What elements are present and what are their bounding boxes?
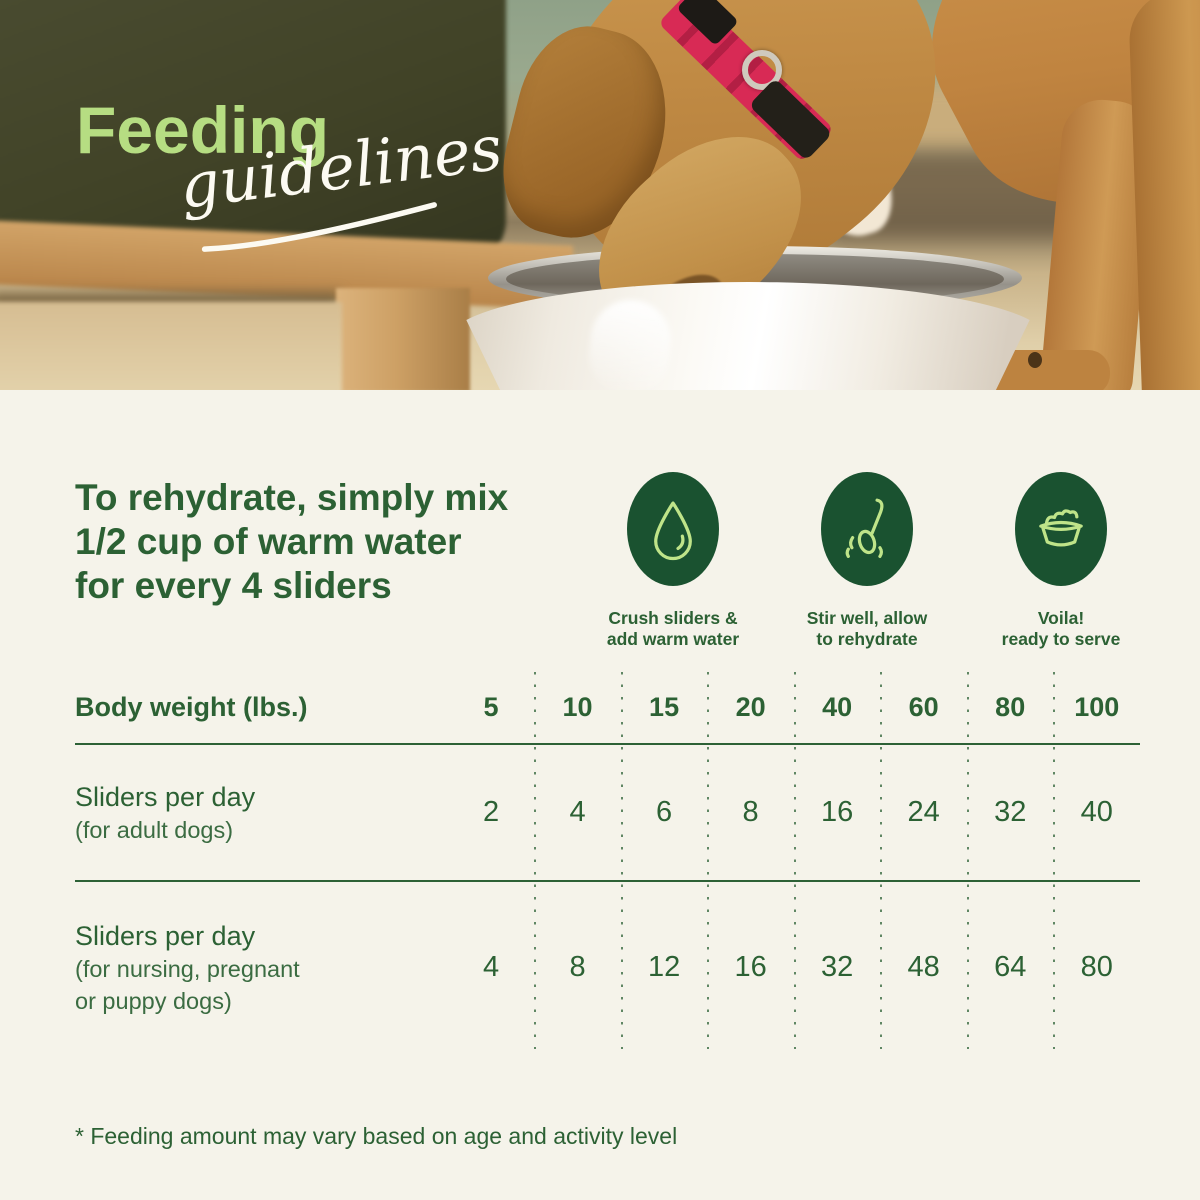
water-drop-icon bbox=[654, 501, 692, 561]
sliders-value: 48 bbox=[907, 951, 940, 983]
row-label: Sliders per day (for nursing, pregnant o… bbox=[75, 920, 300, 1014]
weight-value: 100 bbox=[1074, 692, 1120, 722]
dotted-column-divider bbox=[707, 672, 710, 1049]
guidelines-section: To rehydrate, simply mix 1/2 cup of warm… bbox=[0, 390, 1200, 1200]
weight-value: 10 bbox=[562, 692, 593, 722]
sliders-value: 12 bbox=[647, 951, 681, 983]
sliders-value: 16 bbox=[734, 951, 767, 983]
table-header-row: Body weight (lbs.) 5 10 15 20 40 60 80 1… bbox=[75, 672, 1140, 745]
step-circle bbox=[821, 472, 913, 586]
sliders-value: 40 bbox=[1080, 796, 1113, 828]
dog-back-leg bbox=[1127, 0, 1200, 390]
headline-line: for every 4 sliders bbox=[75, 565, 392, 606]
weight-value: 60 bbox=[908, 692, 939, 722]
dog-claw bbox=[1028, 352, 1042, 368]
weight-value: 5 bbox=[483, 692, 499, 722]
dotted-column-divider bbox=[880, 672, 883, 1049]
dotted-column-divider bbox=[534, 672, 537, 1049]
white-dog-bowl bbox=[448, 282, 1048, 390]
step-stir-well: Stir well, allow to rehydrate bbox=[757, 472, 977, 650]
sliders-value: 32 bbox=[821, 951, 854, 983]
sliders-value: 32 bbox=[994, 796, 1027, 828]
sliders-value: 8 bbox=[569, 951, 586, 983]
weight-value: 80 bbox=[995, 692, 1026, 722]
sliders-value: 24 bbox=[907, 796, 940, 828]
script-underline-swoosh bbox=[201, 202, 437, 252]
wood-floor bbox=[0, 302, 342, 390]
step-label: Stir well, allow to rehydrate bbox=[806, 608, 928, 649]
row-label: Sliders per day (for adult dogs) bbox=[75, 781, 256, 843]
sliders-value: 4 bbox=[482, 951, 500, 983]
sliders-value: 80 bbox=[1080, 951, 1113, 983]
dotted-column-divider bbox=[1053, 672, 1056, 1049]
step-label: Crush sliders & add warm water bbox=[606, 608, 740, 649]
rehydrate-headline: To rehydrate, simply mix 1/2 cup of warm… bbox=[75, 476, 508, 608]
headline-line: To rehydrate, simply mix bbox=[75, 477, 509, 518]
table-row-adult-dogs: Sliders per day (for adult dogs) 2 4 6 8… bbox=[75, 745, 1140, 882]
dog-eating-photo: Feeding guidelines bbox=[0, 0, 1200, 390]
wood-table-leg bbox=[336, 288, 470, 390]
sliders-value: 8 bbox=[742, 796, 759, 828]
step-circle bbox=[627, 472, 719, 586]
weight-value: 20 bbox=[735, 692, 766, 722]
collar-metal-ring bbox=[742, 50, 782, 90]
weight-value: 15 bbox=[649, 692, 680, 722]
hero-title: Feeding bbox=[76, 93, 330, 167]
dotted-column-divider bbox=[620, 672, 623, 1049]
olive-couch bbox=[0, 0, 506, 266]
dotted-column-divider bbox=[966, 672, 969, 1049]
body-weight-header: Body weight (lbs.) bbox=[75, 692, 308, 722]
headline-line: 1/2 cup of warm water bbox=[75, 521, 462, 562]
dotted-column-divider bbox=[793, 672, 796, 1049]
sliders-value: 2 bbox=[482, 796, 500, 828]
sliders-value: 16 bbox=[821, 796, 854, 828]
feeding-footnote: * Feeding amount may vary based on age a… bbox=[75, 1123, 678, 1149]
food-bowl-icon bbox=[1039, 509, 1083, 547]
table-row-nursing-pregnant-puppy-dogs: Sliders per day (for nursing, pregnant o… bbox=[75, 882, 1140, 1053]
sliders-value: 64 bbox=[994, 951, 1027, 983]
step-label: Voila! ready to serve bbox=[1001, 608, 1121, 649]
step-circle bbox=[1015, 472, 1107, 586]
stir-spoon-icon bbox=[845, 498, 884, 558]
feeding-table: Body weight (lbs.) 5 10 15 20 40 60 80 1… bbox=[75, 672, 1140, 1053]
step-crush-sliders: Crush sliders & add warm water bbox=[563, 472, 783, 650]
sliders-value: 4 bbox=[569, 796, 586, 828]
weight-value: 40 bbox=[822, 692, 853, 722]
sliders-value: 6 bbox=[656, 796, 673, 828]
step-ready-to-serve: Voila! ready to serve bbox=[951, 472, 1171, 650]
